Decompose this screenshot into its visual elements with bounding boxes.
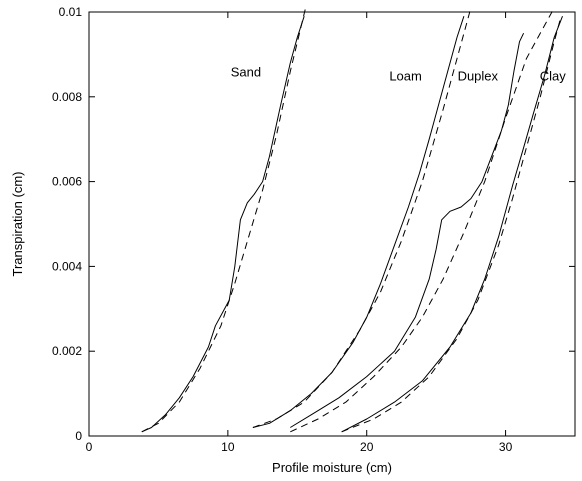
y-tick-label: 0.002 [52, 344, 82, 358]
series-label-duplex: Duplex [458, 69, 499, 84]
y-axis-label: Transpiration (cm) [10, 172, 25, 277]
x-tick-label: 0 [86, 440, 93, 454]
y-tick-label: 0.006 [52, 175, 82, 189]
series-clay-observed-line [341, 16, 563, 433]
y-tick-label: 0 [75, 429, 82, 443]
series-lines [141, 7, 563, 433]
series-sand-observed-line [141, 16, 305, 433]
x-tick-label: 20 [360, 440, 374, 454]
series-label-clay: Clay [540, 69, 567, 84]
series-labels: Sand Loam Duplex Clay [231, 64, 567, 83]
x-tick-label: 30 [499, 440, 513, 454]
x-tick-label: 10 [221, 440, 235, 454]
y-tick-label: 0.004 [52, 259, 82, 273]
plot-area-border [88, 11, 576, 437]
series-duplex-fitted-line [290, 7, 555, 433]
series-duplex-observed-line [290, 32, 525, 428]
y-tick-label: 0.01 [59, 5, 83, 19]
series-sand-fitted-line [141, 7, 307, 433]
y-tick-label: 0.008 [52, 90, 82, 104]
series-label-sand: Sand [231, 64, 261, 79]
plot-frame [88, 11, 576, 437]
series-clay-fitted-line [341, 16, 562, 433]
x-axis-label: Profile moisture (cm) [272, 460, 392, 475]
series-loam-observed-line [252, 16, 465, 428]
axis-ticks: 0 10 20 30 0 0.002 0.004 0.006 0.008 0.01 [52, 5, 575, 454]
series-loam-fitted-line [252, 7, 472, 428]
series-label-loam: Loam [389, 69, 422, 84]
